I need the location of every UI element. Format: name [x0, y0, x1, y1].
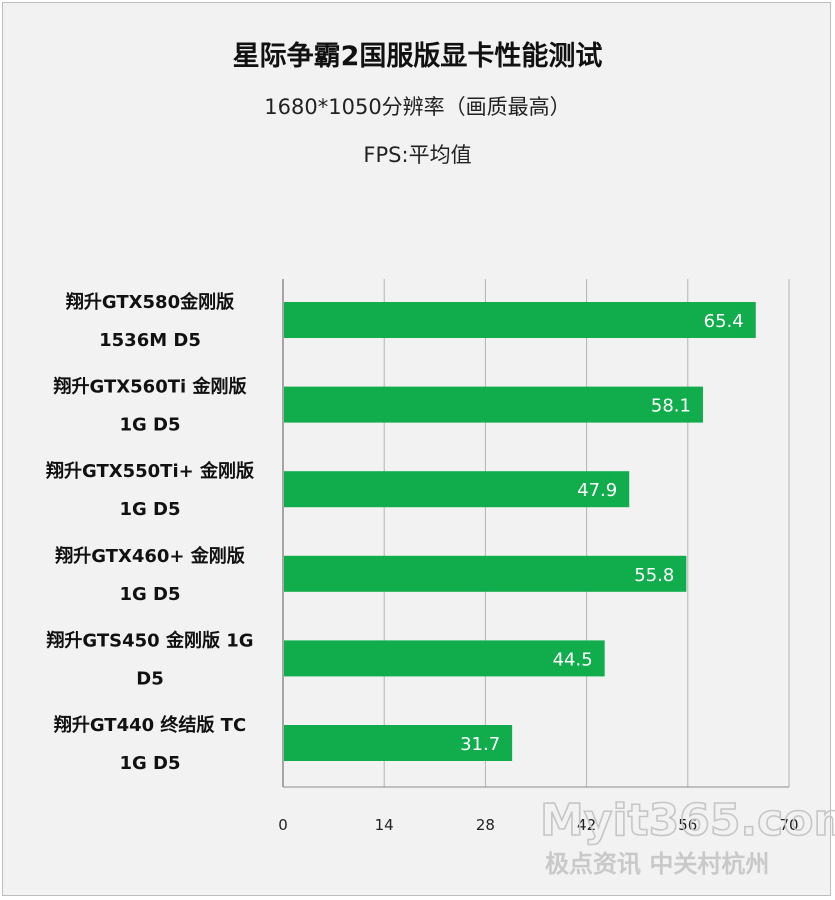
category-label: 1536M D5	[99, 330, 201, 351]
watermark-brand: Myit365.com	[540, 795, 835, 846]
category-label: 1G D5	[119, 753, 180, 774]
x-tick-label: 56	[678, 816, 697, 834]
watermark: Myit365.com 极点资讯 中关村杭州	[539, 794, 835, 878]
bar	[284, 725, 513, 761]
bar	[284, 471, 630, 508]
watermark-tagline: 极点资讯 中关村杭州	[545, 850, 769, 878]
x-tick-labels: 0 14 28 42 56 70	[278, 816, 798, 834]
category-label: 翔升GTX560Ti 金刚版	[53, 376, 247, 398]
gridlines	[282, 279, 790, 788]
bar	[284, 386, 703, 423]
category-label: 1G D5	[119, 415, 180, 436]
bar	[284, 302, 756, 338]
chart-title: 星际争霸2国服版显卡性能测试	[232, 41, 603, 72]
bar-value-label: 31.7	[460, 734, 500, 755]
category-label: 翔升GTS450 金刚版 1G	[45, 629, 253, 651]
chart-subtitle-resolution: 1680*1050分辨率（画质最高）	[264, 95, 571, 119]
category-label: 翔升GTX460+ 金刚版	[54, 545, 245, 567]
category-labels: 翔升GTX580金刚版 1536M D5 翔升GTX560Ti 金刚版 1G D5 翔升…	[45, 291, 254, 774]
bar-value-label: 58.1	[651, 396, 691, 417]
x-tick-label: 70	[779, 816, 798, 834]
bar	[284, 640, 605, 677]
category-label: 翔升GTX550Ti+ 金刚版	[45, 460, 254, 482]
x-tick-label: 0	[278, 816, 288, 834]
category-label: 1G D5	[119, 499, 180, 520]
category-label: 翔升GTX580金刚版	[65, 291, 234, 313]
bar	[284, 555, 687, 592]
bar-value-label: 44.5	[553, 649, 593, 670]
category-label: 翔升GT440 终结版 TC	[53, 714, 246, 736]
bars: 65.4 58.1 47.9 55.8 44.5 31.7	[284, 302, 756, 761]
category-label: D5	[136, 668, 163, 689]
x-tick-label: 42	[577, 816, 596, 834]
x-tick-label: 14	[375, 816, 394, 834]
bar-value-label: 47.9	[577, 480, 617, 501]
bar-value-label: 55.8	[634, 565, 674, 586]
bar-value-label: 65.4	[704, 311, 744, 332]
chart-subtitle-metric: FPS:平均值	[363, 143, 472, 167]
category-label: 1G D5	[119, 584, 180, 605]
x-tick-label: 28	[476, 816, 495, 834]
